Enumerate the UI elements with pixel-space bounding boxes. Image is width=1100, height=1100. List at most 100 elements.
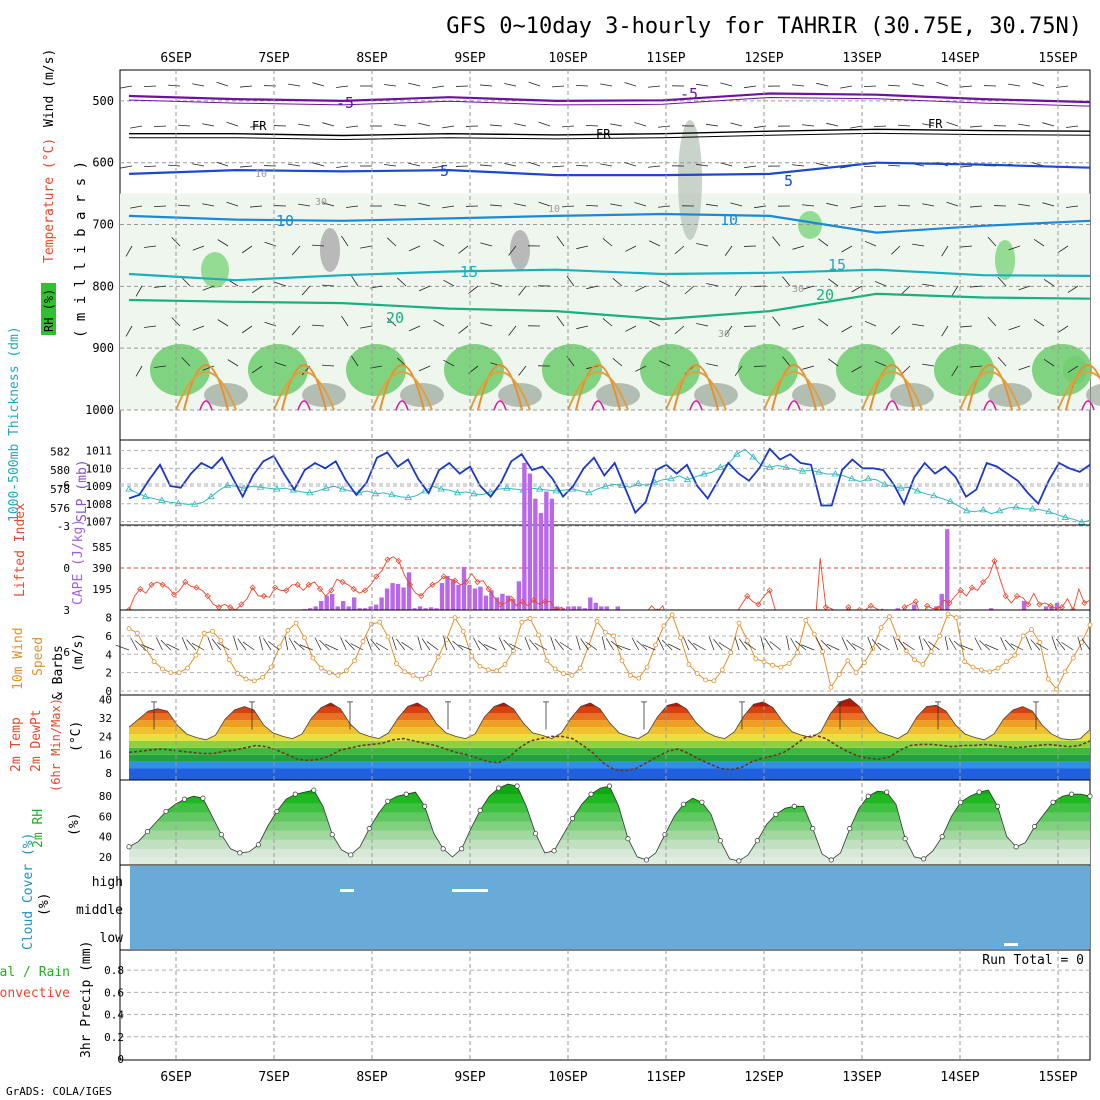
rh-cell [302, 383, 346, 407]
wind-barb [178, 124, 191, 127]
cape-bar [588, 597, 593, 610]
wind-barb [351, 275, 359, 287]
wind-barb [566, 276, 575, 287]
temp-band [129, 720, 1090, 728]
wind-barb [490, 204, 503, 207]
lifted-index-point [350, 585, 357, 593]
wind10m-barb [877, 642, 890, 651]
chart-title: GFS 0~10day 3-hourly for TAHRIR (30.75E,… [446, 14, 1082, 39]
wind-barb [130, 125, 143, 129]
wind-barb [585, 124, 599, 127]
lifted-index-point [159, 581, 166, 588]
cloud-gap-b [452, 889, 488, 892]
thickness-point [191, 500, 199, 507]
wind-barb [442, 205, 455, 209]
wind-barb [912, 243, 925, 247]
wind-barb [659, 280, 671, 287]
wind-barb [322, 364, 335, 367]
wind10m-barb [155, 637, 163, 651]
wind-barb [336, 165, 349, 168]
wind-barb [432, 165, 445, 169]
surface-isotherm [567, 371, 629, 411]
wind-barb [1057, 325, 1069, 333]
wind-speed-point [343, 668, 349, 674]
wind-barb [696, 323, 709, 327]
wind10m-barb [524, 636, 531, 651]
cloud-tick-label: middle [76, 903, 123, 918]
rh-point [551, 848, 557, 854]
wind-barb [841, 325, 853, 333]
contour-label-15-b: 15 [828, 256, 846, 274]
wind10m-ticks: 0 2 4 6 8 [105, 612, 112, 698]
cape-bar [500, 593, 505, 610]
wind-barb [181, 277, 191, 287]
rh-point [514, 783, 520, 789]
wind10m-barb [953, 640, 965, 651]
wind-barb [217, 319, 229, 327]
cape-bar [467, 584, 472, 610]
wind-speed-point [903, 648, 909, 654]
cape-bar [1049, 606, 1054, 610]
wind-barb [960, 85, 973, 88]
wind-speed-point [285, 628, 291, 633]
wind-speed-point [477, 663, 483, 669]
wind-tick-label: 4 [105, 648, 112, 661]
wind-barb [891, 325, 901, 335]
wind-barb [659, 360, 671, 367]
rh-point [625, 836, 631, 842]
rh-point [902, 836, 908, 842]
wind-barb [1067, 285, 1079, 293]
lifted-index-point [1025, 601, 1032, 608]
wind10m-barb [293, 640, 305, 651]
wind-barb [585, 204, 599, 207]
cape-bar [417, 606, 423, 610]
cape-bar [445, 575, 450, 610]
rh-point [865, 793, 871, 799]
cape-bar [335, 606, 340, 610]
wind10m-barb [370, 639, 380, 651]
temp-tick-label: 16 [99, 749, 112, 762]
rh-axis-label: RH (%) [42, 289, 56, 332]
wind-barb [386, 317, 397, 327]
surface-isotherm-hot [199, 400, 213, 411]
temp2m-axis-label-c: (6hr Min/Max) [49, 698, 63, 792]
rh-point [680, 801, 686, 807]
cape-bar [478, 586, 483, 610]
cape-bar [357, 608, 362, 610]
thickness-point [174, 499, 182, 506]
rh-point [255, 842, 261, 848]
wind-barb [514, 123, 527, 127]
wind-speed-point [861, 660, 867, 665]
wind-barb [970, 365, 983, 368]
wind-barb [442, 125, 455, 129]
wind-barb [346, 205, 359, 208]
slp-line [128, 447, 1091, 515]
rh-cell [738, 344, 798, 396]
rh2m-axis-label-a: 2m RH [31, 809, 46, 848]
rh-band [129, 802, 1090, 813]
pressure-tick-label: 900 [92, 341, 114, 355]
wind-speed-point [962, 659, 968, 665]
rh-cell [204, 383, 248, 407]
lifted-index-point [1047, 602, 1054, 609]
panel-upper-air: 500 600 700 800 900 1000 -5 -5 FR FR FR 5 5 1… [41, 49, 1100, 441]
lifted-index-point [204, 592, 211, 600]
wind10m-barb [610, 640, 623, 651]
lifted-index-point [305, 581, 312, 588]
cape-bar [461, 566, 467, 610]
wind10m-axis-label-b: Speed [31, 637, 46, 676]
wind-barb [960, 245, 973, 248]
wind10m-barb [631, 637, 640, 651]
rh-bands [129, 784, 1090, 865]
wind-barb [706, 283, 719, 287]
contour-label-fr-b: FR [596, 127, 611, 141]
lifted-index-point [968, 584, 976, 591]
cape-tick-label: 390 [92, 562, 112, 575]
wind10m-barb [605, 637, 614, 651]
surface-isotherm [771, 364, 817, 411]
wind10m-barb [211, 638, 222, 651]
top-date-label: 7SEP [258, 51, 289, 66]
wind-barb [181, 357, 191, 367]
wind10m-barb [550, 636, 556, 651]
wind-barb [936, 81, 949, 87]
